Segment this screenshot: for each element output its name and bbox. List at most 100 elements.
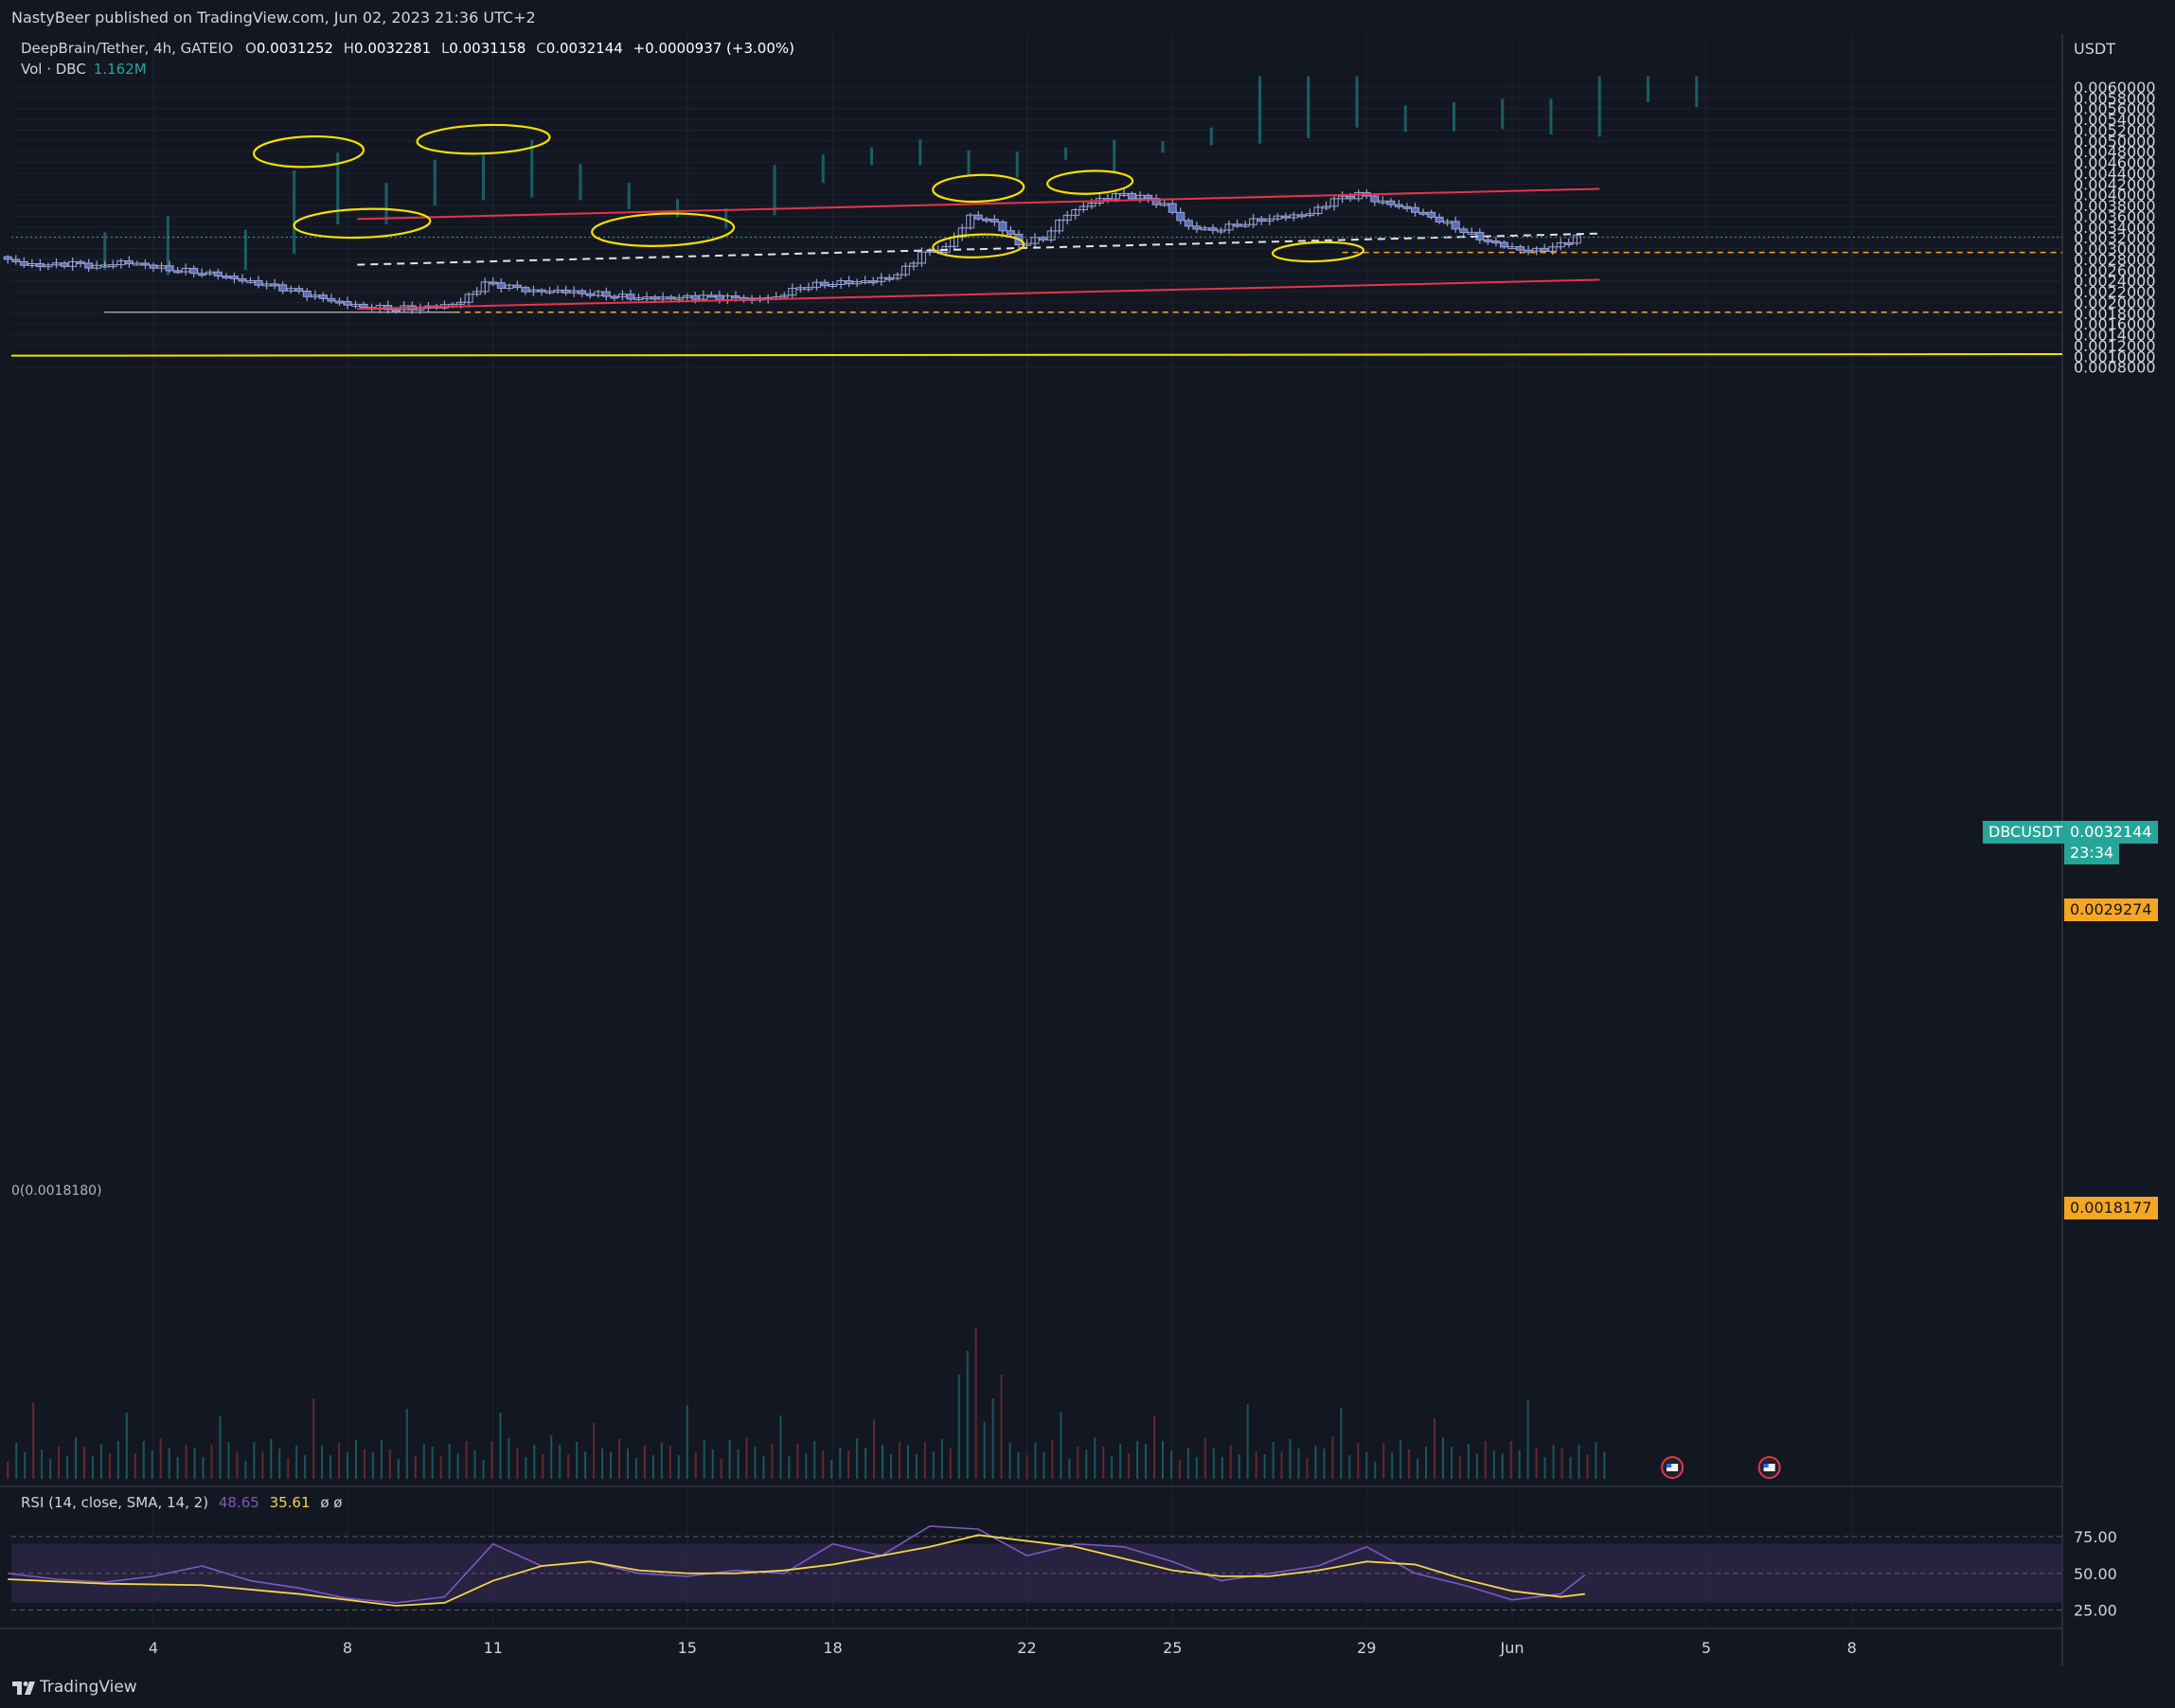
annotation-ellipse (591, 212, 736, 247)
candle-body (229, 276, 239, 279)
candle-body (1071, 209, 1080, 216)
candle-body (852, 281, 862, 285)
candle-body (1443, 221, 1453, 224)
candle-body (1128, 192, 1137, 200)
fib-level-label: 0(0.0018180) (11, 1183, 102, 1199)
candle-body (1079, 205, 1088, 211)
volume-legend[interactable]: Vol · DBC 1.162M (21, 61, 147, 78)
candle-body (731, 295, 740, 299)
candle-body (1540, 247, 1549, 252)
candle-body (667, 296, 676, 300)
candle-body (1451, 221, 1460, 230)
price-tick-label: 0.0048000 (2074, 143, 2156, 161)
candle-body (1151, 198, 1161, 205)
candle-body (553, 289, 562, 293)
candle-body (173, 270, 183, 274)
rsi-label: RSI (14, close, SMA, 14, 2) (21, 1494, 209, 1511)
candle-body (1135, 194, 1145, 200)
candle-body (1459, 228, 1469, 233)
us-flag-canton-icon (1763, 1464, 1769, 1468)
candle-body (1144, 194, 1153, 200)
candle-body (238, 277, 247, 282)
last-price-tag: 0.0032144 (2064, 821, 2158, 844)
candle-body (189, 267, 199, 275)
price-tick-label: 0.0028000 (2074, 251, 2156, 269)
rsi-value: 48.65 (218, 1494, 259, 1511)
price-tick-label: 0.0060000 (2074, 79, 2156, 97)
candle-body (1483, 239, 1492, 242)
candle-body (84, 262, 94, 269)
price-tick-label: 0.0046000 (2074, 154, 2156, 172)
channel-lower-line (357, 278, 1600, 311)
candle-body (1386, 200, 1396, 205)
candle-body (537, 289, 546, 293)
price-chart-svg[interactable]: 0.00600000.00580000.00560000.00540000.00… (0, 34, 2175, 1666)
price-tick-label: 0.0034000 (2074, 219, 2156, 237)
candle-body (1499, 241, 1508, 248)
open-label: O (245, 40, 257, 57)
candle-body (512, 284, 522, 289)
candle-body (957, 227, 967, 238)
candle-body (311, 294, 320, 298)
candle-body (27, 262, 37, 266)
candle-body (1168, 203, 1177, 213)
candle-body (1491, 240, 1501, 244)
candle-body (651, 296, 660, 300)
candle-body (569, 290, 579, 294)
price-tick-label: 0.0026000 (2074, 261, 2156, 279)
high-value: 0.0032281 (354, 40, 432, 57)
candle-body (157, 265, 167, 269)
candle-body (1249, 218, 1258, 225)
candle-body (116, 260, 126, 266)
price-tick-label: 0.0052000 (2074, 121, 2156, 139)
candle-body (1273, 215, 1282, 220)
time-tick-label: 5 (1702, 1639, 1711, 1657)
candle-body (213, 271, 223, 277)
us-flag-icon (1667, 1464, 1679, 1471)
price-tick-label: 0.0012000 (2074, 337, 2156, 355)
candle-body (270, 283, 279, 287)
candle-body (133, 262, 142, 266)
annotation-ellipse (1046, 169, 1134, 195)
candle-body (302, 290, 312, 297)
annotation-ellipse (932, 233, 1025, 258)
level-tag-1: 0.0029274 (2064, 898, 2158, 921)
close-label: C (536, 40, 546, 57)
candle-body (521, 287, 530, 293)
candle-body (966, 214, 975, 229)
candle-body (1305, 213, 1314, 217)
symbol-line: DeepBrain/Tether, 4h, GATEIO (21, 40, 234, 57)
us-flag-icon (1763, 1464, 1775, 1471)
candle-body (1572, 234, 1581, 244)
time-tick-label: 29 (1357, 1639, 1376, 1657)
candle-body (578, 290, 587, 294)
price-tick-label: 0.0032000 (2074, 229, 2156, 247)
candle-body (1046, 230, 1056, 240)
chart-area[interactable]: 0.0060000 0.0058000 0.0056000 0.0054000 0.00… (0, 34, 2175, 1666)
candle-body (1524, 249, 1533, 253)
candle-body (706, 294, 716, 298)
candle-body (205, 271, 215, 275)
tradingview-logo-icon (12, 1681, 35, 1695)
rsi-line (8, 1525, 1586, 1604)
rsi-legend[interactable]: RSI (14, close, SMA, 14, 2) 48.65 35.61 … (21, 1494, 342, 1511)
candle-body (1217, 229, 1225, 233)
candle-body (1402, 205, 1412, 209)
candle-body (1556, 241, 1565, 248)
footer: TradingView (0, 1666, 2175, 1708)
candle-body (1233, 223, 1242, 227)
symbol-legend[interactable]: DeepBrain/Tether, 4h, GATEIO O0.0031252 … (21, 40, 794, 57)
candle-body (1548, 246, 1558, 252)
candle-body (868, 280, 878, 284)
candle-body (562, 289, 571, 294)
candle-body (1427, 211, 1436, 218)
candle-body (1208, 227, 1218, 231)
candle-body (343, 301, 352, 306)
price-tick-label: 0.0014000 (2074, 327, 2156, 345)
candle-body (1176, 211, 1186, 222)
candle-body (35, 262, 45, 268)
time-tick-label: 18 (823, 1639, 842, 1657)
symbol-tag: DBCUSDT (1983, 821, 2069, 844)
candle-body (699, 294, 708, 300)
published-line: NastyBeer published on TradingView.com, … (11, 9, 536, 27)
